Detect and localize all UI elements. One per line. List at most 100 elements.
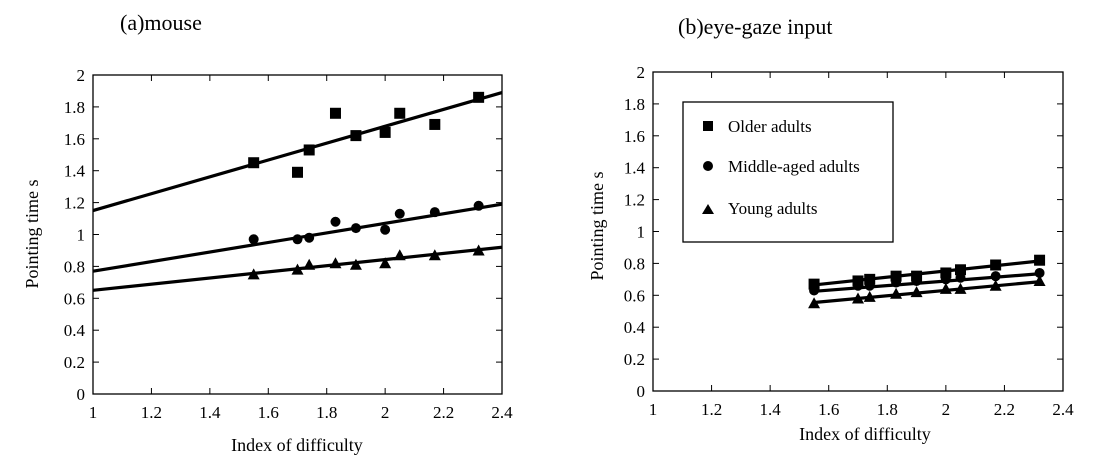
panel-b-points <box>808 254 1046 309</box>
x-tick-label: 1 <box>89 403 98 422</box>
panel-a-ylabel: Pointing time s <box>22 179 42 288</box>
square-point <box>864 273 876 285</box>
circle-point <box>1034 267 1045 278</box>
square-point <box>379 126 391 138</box>
panel-a-xlabel: Index of difficulty <box>231 435 363 455</box>
y-tick-label: 1.4 <box>64 162 86 181</box>
triangle-point <box>852 292 864 304</box>
y-tick-label: 1 <box>637 223 646 242</box>
triangle-point <box>291 263 304 275</box>
y-tick-label: 1.6 <box>64 130 85 149</box>
triangle-point <box>954 282 967 294</box>
y-tick-label: 0.2 <box>624 350 645 369</box>
panel-a-title: (a)mouse <box>120 10 202 35</box>
x-tick-label: 1 <box>649 400 658 419</box>
circle-point <box>955 272 966 283</box>
y-tick-label: 2 <box>77 66 86 85</box>
panel-b-fit-lines <box>813 259 1040 305</box>
triangle-point <box>890 287 903 299</box>
circle-point <box>248 234 259 245</box>
square-point <box>955 264 966 276</box>
legend-marker-triangle <box>702 204 714 214</box>
circle-point <box>380 224 391 235</box>
square-point <box>429 118 441 130</box>
square-point <box>473 91 485 103</box>
y-tick-label: 0.6 <box>624 286 645 305</box>
x-tick-label: 2.4 <box>1052 400 1074 419</box>
square-series-fit-line <box>813 259 1040 287</box>
legend: Older adults Middle-aged adults Young ad… <box>682 101 894 243</box>
square-point <box>808 278 820 290</box>
triangle-point <box>808 297 821 309</box>
square-point <box>303 144 315 156</box>
y-tick-label: 0.4 <box>64 321 86 340</box>
x-tick-label: 2 <box>942 400 951 419</box>
y-tick-label: 0 <box>77 385 86 404</box>
y-tick-label: 0.8 <box>624 254 645 273</box>
x-tick-label: 1.2 <box>701 400 722 419</box>
legend-marker-square <box>703 121 713 131</box>
triangle-point <box>989 279 1002 291</box>
square-point <box>890 270 902 282</box>
circle-point <box>429 207 440 218</box>
triangle-point <box>1033 274 1046 286</box>
square-series-fit-line <box>92 91 503 213</box>
square-point <box>329 107 341 119</box>
circle-series-fit-line <box>813 272 1040 293</box>
x-tick-label: 1.6 <box>258 403 279 422</box>
circle-point <box>473 200 484 211</box>
panel-b-title: (b)eye-gaze input <box>678 14 833 39</box>
x-tick-label: 1.4 <box>760 400 782 419</box>
legend-entry-young-adults: Young adults <box>728 199 817 218</box>
y-tick-label: 1.8 <box>624 95 645 114</box>
circle-point <box>809 285 820 296</box>
y-tick-label: 1.4 <box>624 159 646 178</box>
x-tick-label: 2.2 <box>994 400 1015 419</box>
y-tick-label: 1 <box>77 226 86 245</box>
circle-point <box>350 223 361 234</box>
panel-a-points <box>247 91 485 280</box>
y-tick-label: 0.8 <box>64 257 85 276</box>
x-tick-label: 1.6 <box>818 400 839 419</box>
circle-point <box>990 271 1001 282</box>
triangle-point <box>428 249 441 261</box>
panel-b: (b)eye-gaze input 1 1.2 1.4 1.6 1.8 2 2.2 2.4 0 0… <box>587 14 1074 444</box>
circle-point <box>911 275 922 286</box>
x-tick-label: 2.4 <box>491 403 513 422</box>
panel-b-ticks: 1 1.2 1.4 1.6 1.8 2 2.2 2.4 0 0.2 0.4 0.6 0.8 1 1.2 1.4… <box>624 63 1074 419</box>
triangle-point <box>349 258 362 270</box>
y-tick-label: 0.2 <box>64 353 85 372</box>
y-tick-label: 0.6 <box>64 289 85 308</box>
legend-marker-circle <box>703 161 713 171</box>
square-point <box>1034 254 1046 266</box>
triangle-point <box>329 257 342 269</box>
square-point <box>394 107 406 119</box>
x-tick-label: 1.2 <box>141 403 162 422</box>
triangle-point <box>303 258 316 270</box>
x-tick-label: 2 <box>381 403 390 422</box>
y-tick-label: 1.2 <box>624 191 645 210</box>
triangle-point <box>472 244 485 256</box>
circle-point <box>940 274 951 285</box>
triangle-point <box>939 282 952 294</box>
triangle-point <box>863 290 876 302</box>
legend-entry-older-adults: Older adults <box>728 117 812 136</box>
circle-point <box>853 280 863 291</box>
square-point <box>248 157 260 169</box>
circle-point <box>864 280 875 291</box>
circle-point <box>330 216 341 227</box>
square-point <box>940 267 952 279</box>
square-point <box>990 259 1002 271</box>
x-tick-label: 1.8 <box>877 400 898 419</box>
y-tick-label: 1.6 <box>624 127 645 146</box>
circle-point <box>891 277 902 288</box>
square-point <box>350 130 362 142</box>
x-tick-label: 1.8 <box>316 403 337 422</box>
panel-a: (a)mouse 1 1.2 1.4 1.6 1.8 2 2.2 2.4 0 0.2 0.4 0.6 0… <box>22 10 513 455</box>
legend-box <box>682 101 894 243</box>
panel-b-ylabel: Pointing time s <box>587 171 607 280</box>
circle-point <box>394 208 405 219</box>
y-tick-label: 0.4 <box>624 318 646 337</box>
panel-a-fit-lines <box>92 91 503 292</box>
